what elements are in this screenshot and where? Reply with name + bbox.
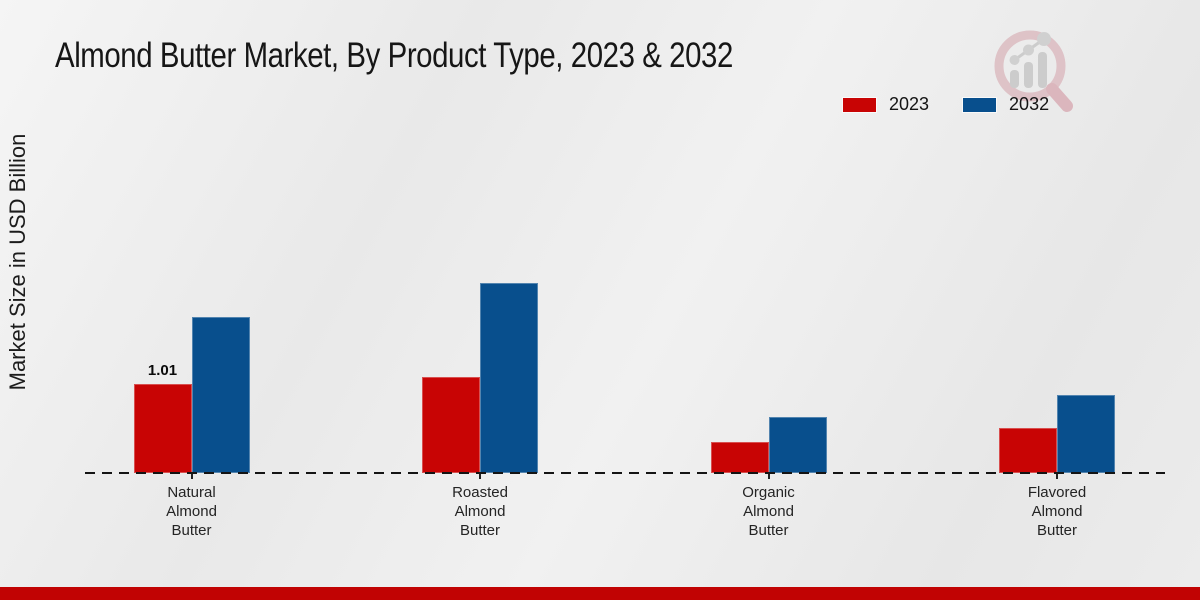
category-label-flavored-almond-butter: Flavored Almond Butter: [1027, 484, 1087, 539]
bar-2032-organic-almond-butter: [768, 416, 827, 474]
legend-label-2032: 2032: [1009, 94, 1050, 114]
x-axis-tick-roasted-almond-butter: [479, 474, 481, 479]
bar-2023-natural-almond-butter: [133, 384, 192, 474]
bar-2032-roasted-almond-butter: [480, 283, 538, 474]
bar-2023-organic-almond-butter: [710, 441, 769, 474]
bar-2032-flavored-almond-butter: [1057, 394, 1115, 474]
category-label-organic-almond-butter: Organic Almond Butter: [742, 484, 795, 539]
x-axis-tick-flavored-almond-butter: [1056, 474, 1058, 479]
bar-2023-flavored-almond-butter: [999, 428, 1057, 474]
bar-2032-natural-almond-butter: [191, 316, 250, 474]
chart-title: Almond Butter Market, By Product Type, 2…: [55, 36, 733, 75]
bar-2023-roasted-almond-butter: [422, 376, 480, 474]
legend-label-2023: 2023: [889, 94, 930, 114]
category-label-natural-almond-butter: Natural Almond Butter: [166, 484, 217, 539]
category-label-roasted-almond-butter: Roasted Almond Butter: [452, 484, 508, 539]
x-axis-tick-organic-almond-butter: [767, 474, 770, 479]
legend-item-2032: 2032: [963, 94, 1049, 115]
legend-swatch-2023: [843, 97, 876, 112]
legend-item-2023: 2023: [843, 94, 929, 115]
magnifier-bar-chart-logo-icon: [994, 30, 1073, 112]
footer-accent-bar: [0, 587, 1200, 600]
x-axis-tick-natural-almond-butter: [190, 474, 193, 479]
legend: 2023 2032: [843, 94, 1049, 115]
x-axis-line: [85, 472, 1165, 474]
legend-swatch-2032: [963, 97, 997, 112]
bar-value-label: 1.01: [147, 362, 178, 379]
